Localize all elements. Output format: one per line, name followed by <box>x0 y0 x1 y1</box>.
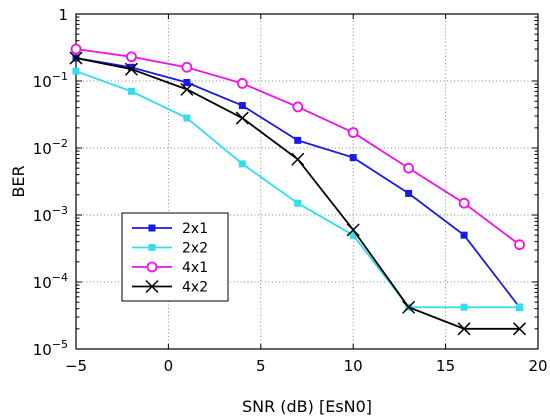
y-tick-exponent: −5 <box>52 338 68 351</box>
legend-item: 2x2 <box>132 241 208 257</box>
data-point <box>69 51 83 65</box>
data-point <box>347 127 359 138</box>
data-point <box>457 322 471 336</box>
data-point <box>183 78 191 86</box>
y-tick-label: 10−5 <box>33 338 68 359</box>
data-point <box>181 61 193 73</box>
data-point <box>403 162 415 174</box>
data-point <box>405 189 413 197</box>
data-point <box>402 300 416 314</box>
legend-item: 2x1 <box>132 221 208 237</box>
y-tick-label: 1 <box>58 6 68 24</box>
y-tick-exponent: −1 <box>52 70 68 83</box>
legend-label: 4x1 <box>182 260 208 276</box>
legend-marker <box>148 244 156 251</box>
data-point <box>294 136 302 144</box>
data-point <box>236 78 248 89</box>
data-point <box>127 63 135 71</box>
y-tick-exponent: −3 <box>52 204 68 217</box>
legend-label: 4x2 <box>182 280 208 296</box>
series-4x1 <box>70 43 525 251</box>
data-point <box>126 51 137 63</box>
data-point <box>72 67 80 75</box>
x-tick-label: 20 <box>528 357 547 375</box>
y-tick-base: 10 <box>33 274 52 292</box>
y-tick-base: 10 <box>33 341 52 359</box>
y-tick-label: 10−1 <box>33 70 68 91</box>
legend-item: 4x1 <box>132 260 208 276</box>
data-point <box>512 322 527 336</box>
legend-box <box>121 212 229 302</box>
plot-frame <box>75 13 539 350</box>
y-tick-label: 10−4 <box>33 271 68 292</box>
data-point <box>460 231 468 239</box>
series-lines <box>69 43 527 336</box>
y-axis-label: BER <box>9 165 28 197</box>
data-point <box>346 223 360 237</box>
data-point <box>127 87 135 95</box>
data-point <box>514 239 525 251</box>
y-tick-exponent: −4 <box>52 271 68 284</box>
legend: 2x1 2x2 4x1 4x2 <box>121 212 229 302</box>
data-point <box>70 43 82 55</box>
x-tick-label: 10 <box>344 357 363 375</box>
y-tick-base: 1 <box>58 6 68 24</box>
legend-marker <box>146 261 158 273</box>
legend-marker <box>148 224 156 232</box>
legend-item: 4x2 <box>132 280 208 296</box>
data-point <box>183 114 191 122</box>
x-tick-label: 5 <box>256 357 266 375</box>
legend-label: 2x1 <box>182 221 208 237</box>
y-tick-base: 10 <box>33 140 52 158</box>
data-point <box>349 231 357 239</box>
y-tick-label: 10−2 <box>33 137 68 158</box>
data-point <box>460 303 468 311</box>
x-tick-label: 0 <box>164 357 174 375</box>
data-point <box>291 152 305 166</box>
data-point <box>180 82 194 96</box>
x-tick-label: 15 <box>436 357 455 375</box>
data-point <box>292 101 304 113</box>
y-tick-label: 10−3 <box>33 204 68 225</box>
x-tick-label: −5 <box>65 357 87 375</box>
y-tick-base: 10 <box>33 73 52 91</box>
data-point <box>238 160 246 168</box>
series-4x2 <box>69 51 527 336</box>
data-point <box>349 154 357 162</box>
legend-label: 2x2 <box>182 241 208 257</box>
data-point <box>516 303 524 311</box>
data-point <box>235 111 249 125</box>
data-point <box>124 62 138 76</box>
data-point <box>458 197 470 209</box>
legend-marker <box>145 279 159 294</box>
x-axis-label: SNR (dB) [EsN0] <box>242 397 372 416</box>
y-tick-base: 10 <box>33 207 52 225</box>
data-point <box>238 102 246 110</box>
data-point <box>294 199 302 207</box>
y-tick-exponent: −2 <box>52 137 68 150</box>
